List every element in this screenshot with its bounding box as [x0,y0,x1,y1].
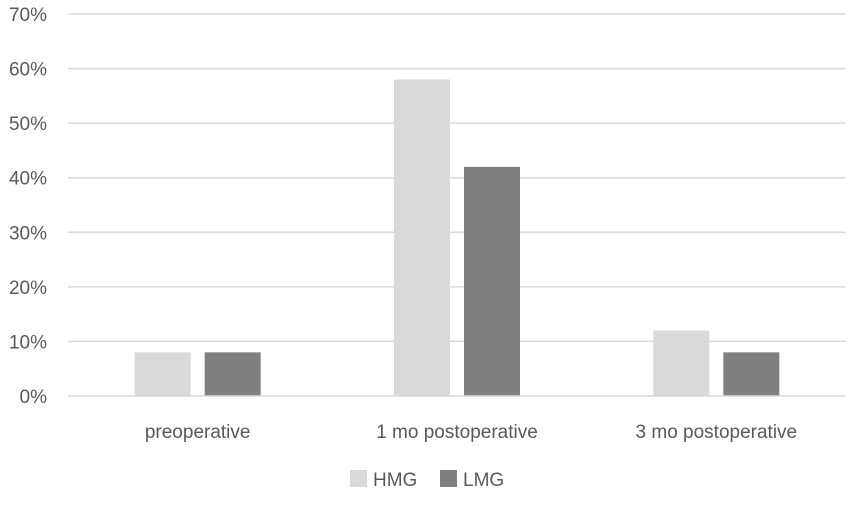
y-tick-label: 10% [9,332,47,353]
x-axis-category-labels: preoperative 1 mo postoperative 3 mo posto… [145,422,797,443]
y-tick-label: 70% [9,5,47,26]
y-tick-label: 0% [20,387,48,408]
legend-label-hmg: HMG [373,470,417,491]
legend: HMG LMG [350,470,504,491]
x-category-label: 3 mo postoperative [636,422,798,443]
y-tick-label: 60% [9,60,47,81]
bars [134,79,780,396]
x-category-label: 1 mo postoperative [376,422,538,443]
bar-hmg-2 [653,330,710,396]
y-tick-label: 20% [9,278,47,299]
x-category-label: preoperative [145,422,251,443]
legend-label-lmg: LMG [463,470,504,491]
legend-swatch-lmg [440,470,457,487]
y-tick-label: 50% [9,114,47,135]
legend-swatch-hmg [350,470,367,487]
y-tick-label: 40% [9,169,47,190]
bar-hmg-0 [134,352,191,396]
y-tick-label: 30% [9,223,47,244]
y-axis-tick-labels: 0% 10% 20% 30% 40% 50% 60% 70% [9,5,47,408]
gridlines [68,13,846,343]
bar-lmg-1 [464,166,520,396]
bar-lmg-2 [723,352,780,396]
bar-hmg-1 [394,79,450,396]
bar-lmg-0 [204,352,261,396]
